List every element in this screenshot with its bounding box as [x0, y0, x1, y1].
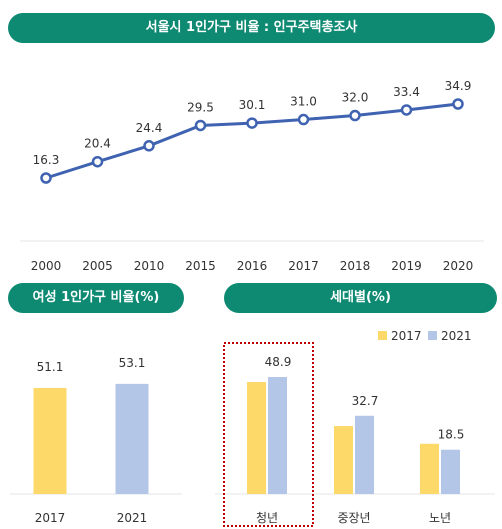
line-value-label-2005: 20.4	[84, 137, 111, 151]
line-point-2020	[452, 98, 464, 110]
line-value-label-2020: 34.9	[445, 79, 472, 93]
generation-x-tick-중장년: 중장년	[337, 511, 370, 525]
line-x-tick-2018: 2018	[340, 259, 371, 273]
line-point-2019	[400, 104, 413, 116]
line-chart-title: 서울시 1인가구 비율 : 인구주택총조사	[8, 13, 495, 43]
female-value-label-2017: 51.1	[37, 360, 64, 374]
highlight-box-youth	[223, 342, 314, 527]
line-point-2018	[349, 109, 361, 122]
female-chart-title: 여성 1인가구 비율(%)	[8, 283, 184, 313]
generation-bar-노년-2021	[441, 449, 460, 494]
line-point-2015	[194, 119, 207, 132]
generation-bar-노년-2017	[420, 443, 439, 494]
line-value-label-2000: 16.3	[33, 153, 60, 167]
generation-chart-title: 세대별(%)	[224, 283, 497, 313]
line-x-tick-2015: 2015	[185, 259, 216, 273]
line-value-label-2010: 24.4	[136, 121, 163, 135]
line-point-2016	[246, 117, 258, 129]
line-value-label-2017: 31.0	[290, 95, 317, 109]
female-x-tick-2021: 2021	[117, 511, 148, 525]
generation-bar-중장년-2017	[334, 426, 353, 494]
line-x-tick-2005: 2005	[82, 259, 113, 273]
line-point-2000	[40, 172, 52, 184]
female-x-tick-2017: 2017	[35, 511, 66, 525]
generation-x-tick-청년: 청년	[256, 511, 278, 525]
line-value-label-2015: 29.5	[187, 100, 214, 114]
line-x-tick-2000: 2000	[31, 259, 62, 273]
legend-label-2017: 2017	[391, 329, 422, 343]
generation-bar-청년-2017	[247, 382, 266, 494]
generation-x-tick-노년: 노년	[429, 511, 451, 525]
female-value-label-2021: 53.1	[119, 356, 146, 370]
female-bar-2021	[115, 383, 149, 494]
line-point-2005	[91, 155, 104, 168]
generation-value-label-노년: 18.5	[438, 428, 465, 442]
line-x-tick-2016: 2016	[237, 259, 268, 273]
line-x-tick-2010: 2010	[134, 259, 165, 273]
generation-bar-중장년-2021	[355, 415, 374, 494]
generation-bar-청년-2021	[268, 377, 287, 494]
line-value-label-2018: 32.0	[342, 91, 369, 105]
line-x-tick-2020: 2020	[443, 259, 474, 273]
legend-swatch-2017	[378, 331, 387, 340]
line-value-label-2016: 30.1	[239, 98, 266, 112]
line-point-2010	[143, 140, 155, 152]
female-bar-2017	[33, 388, 67, 494]
line-value-label-2019: 33.4	[393, 85, 420, 99]
line-x-tick-2019: 2019	[391, 259, 422, 273]
line-x-tick-2017: 2017	[288, 259, 319, 273]
generation-value-label-청년: 48.9	[265, 355, 292, 369]
legend-label-2021: 2021	[441, 329, 472, 343]
legend-swatch-2021	[428, 331, 437, 340]
line-point-2017	[297, 113, 310, 126]
generation-value-label-중장년: 32.7	[352, 394, 379, 408]
